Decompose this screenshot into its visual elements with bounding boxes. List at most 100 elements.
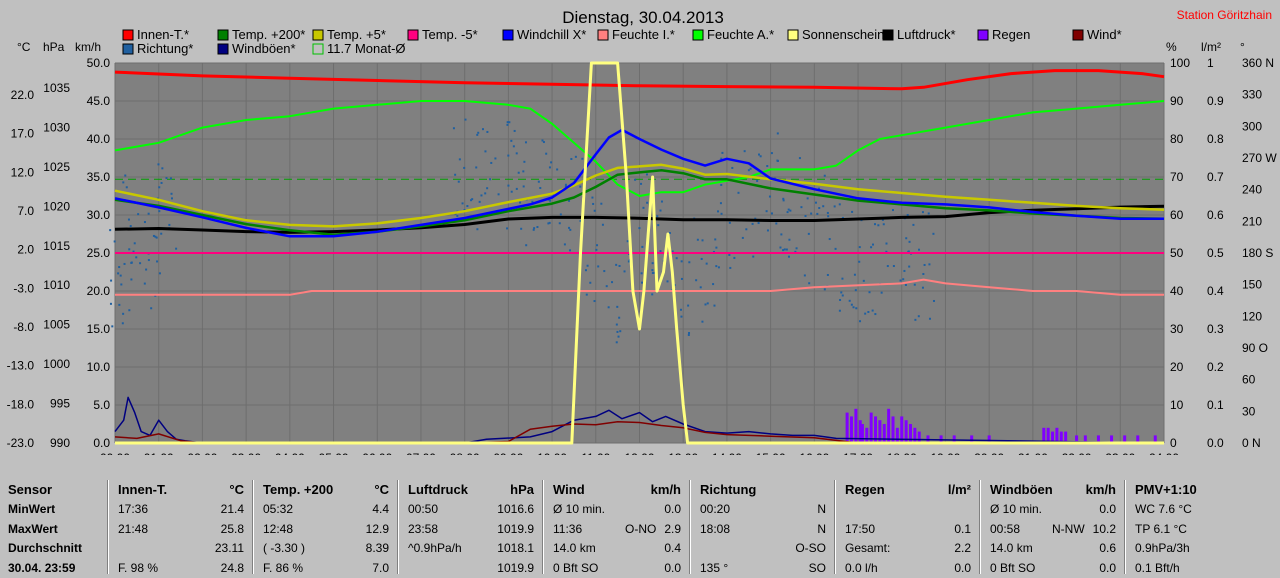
direction-point xyxy=(718,266,720,268)
direction-point xyxy=(905,237,907,239)
direction-point xyxy=(851,304,853,306)
table-unit: hPa xyxy=(510,480,534,500)
tick-label-kmh: 25.0 xyxy=(87,246,111,260)
table-header: Sensor xyxy=(8,480,52,500)
tick-label-hpa: 990 xyxy=(50,436,70,450)
tick-label-kmh: 15.0 xyxy=(87,322,111,336)
tick-label-time: 12:00 xyxy=(624,451,654,455)
direction-point xyxy=(782,198,784,200)
direction-point xyxy=(520,228,522,230)
cell-time: F. 98 % xyxy=(118,559,158,578)
cell-value: 0.1 xyxy=(954,520,971,540)
cell-label: 0 Bft SO xyxy=(990,559,1035,578)
direction-point xyxy=(117,272,119,274)
tick-label-time: 18:00 xyxy=(887,451,917,455)
legend-swatch xyxy=(218,30,228,40)
rain-bar xyxy=(918,432,921,443)
direction-point xyxy=(745,228,747,230)
direction-point xyxy=(872,310,874,312)
direction-point xyxy=(510,140,512,142)
tick-label-temp: -23.0 xyxy=(7,436,35,450)
cell-value: 21.4 xyxy=(221,500,244,520)
legend-label: Feuchte A.* xyxy=(707,27,774,42)
direction-point xyxy=(150,307,152,309)
tick-label-kmh: 40.0 xyxy=(87,132,111,146)
direction-point xyxy=(839,310,841,312)
direction-point xyxy=(118,304,120,306)
direction-point xyxy=(507,121,509,123)
direction-point xyxy=(124,263,126,265)
legend-swatch xyxy=(883,30,893,40)
direction-point xyxy=(815,202,817,204)
direction-point xyxy=(137,213,139,215)
direction-point xyxy=(171,197,173,199)
direction-point xyxy=(122,322,124,324)
direction-point xyxy=(523,185,525,187)
tick-label-deg: 330 xyxy=(1242,88,1262,102)
direction-point xyxy=(514,130,516,132)
table-separator xyxy=(107,480,109,574)
direction-point xyxy=(608,306,610,308)
direction-point xyxy=(549,166,551,168)
table-unit: km/h xyxy=(651,480,681,500)
direction-point xyxy=(466,205,468,207)
cell-value: 24.8 xyxy=(221,559,244,578)
direction-point xyxy=(782,249,784,251)
legend-swatch xyxy=(408,30,418,40)
tick-label-kmh: 20.0 xyxy=(87,284,111,298)
legend-swatch xyxy=(598,30,608,40)
direction-point xyxy=(657,224,659,226)
legend-label: Temp. +200* xyxy=(232,27,305,42)
tick-label-hpa: 1000 xyxy=(43,357,70,371)
direction-point xyxy=(805,215,807,217)
direction-point xyxy=(591,197,593,199)
tick-label-rain: 0.8 xyxy=(1207,132,1224,146)
cell-value: 0.1 Bft/h xyxy=(1135,559,1180,578)
cell-value: 0.0 xyxy=(954,559,971,578)
direction-point xyxy=(839,203,841,205)
tick-label-time: 14:00 xyxy=(712,451,742,455)
legend-swatch xyxy=(218,44,228,54)
tick-label-time: 08:00 xyxy=(450,451,480,455)
tick-label-kmh: 0.0 xyxy=(93,436,110,450)
direction-point xyxy=(130,278,132,280)
tick-label-temp: 22.0 xyxy=(11,88,35,102)
direction-point xyxy=(122,313,124,315)
direction-point xyxy=(728,254,730,256)
row-label-avg: Durchschnitt xyxy=(8,539,82,559)
legend-label: Regen xyxy=(992,27,1030,42)
tick-label-temp: 17.0 xyxy=(11,127,35,141)
tick-label-time: 11:00 xyxy=(581,451,610,455)
direction-point xyxy=(616,306,618,308)
direction-point xyxy=(454,174,456,176)
direction-point xyxy=(824,288,826,290)
table-separator xyxy=(689,480,691,574)
direction-point xyxy=(120,275,122,277)
table-unit: l/m² xyxy=(948,480,971,500)
direction-point xyxy=(914,284,916,286)
table-header: Windböen xyxy=(990,480,1053,500)
direction-point xyxy=(597,265,599,267)
direction-point xyxy=(874,223,876,225)
summary-table: Sensor MinWert MaxWert Durchschnitt 30.0… xyxy=(0,480,1280,574)
direction-point xyxy=(652,262,654,264)
direction-point xyxy=(581,158,583,160)
cell-time: ^0.9hPa/h xyxy=(408,539,462,559)
cell-time: Gesamt: xyxy=(845,539,890,559)
direction-point xyxy=(922,273,924,275)
direction-point xyxy=(859,246,861,248)
direction-point xyxy=(611,281,613,283)
legend-label: Richtung* xyxy=(137,41,193,56)
direction-point xyxy=(161,182,163,184)
direction-point xyxy=(687,305,689,307)
rain-bar xyxy=(896,428,899,443)
direction-point xyxy=(834,205,836,207)
tick-label-time: 09:00 xyxy=(493,451,523,455)
direction-point xyxy=(729,267,731,269)
direction-point xyxy=(912,224,914,226)
direction-point xyxy=(681,278,683,280)
rain-bar xyxy=(913,428,916,443)
tick-label-deg: 210 xyxy=(1242,214,1262,228)
tick-label-deg: 150 xyxy=(1242,278,1262,292)
direction-point xyxy=(646,173,648,175)
